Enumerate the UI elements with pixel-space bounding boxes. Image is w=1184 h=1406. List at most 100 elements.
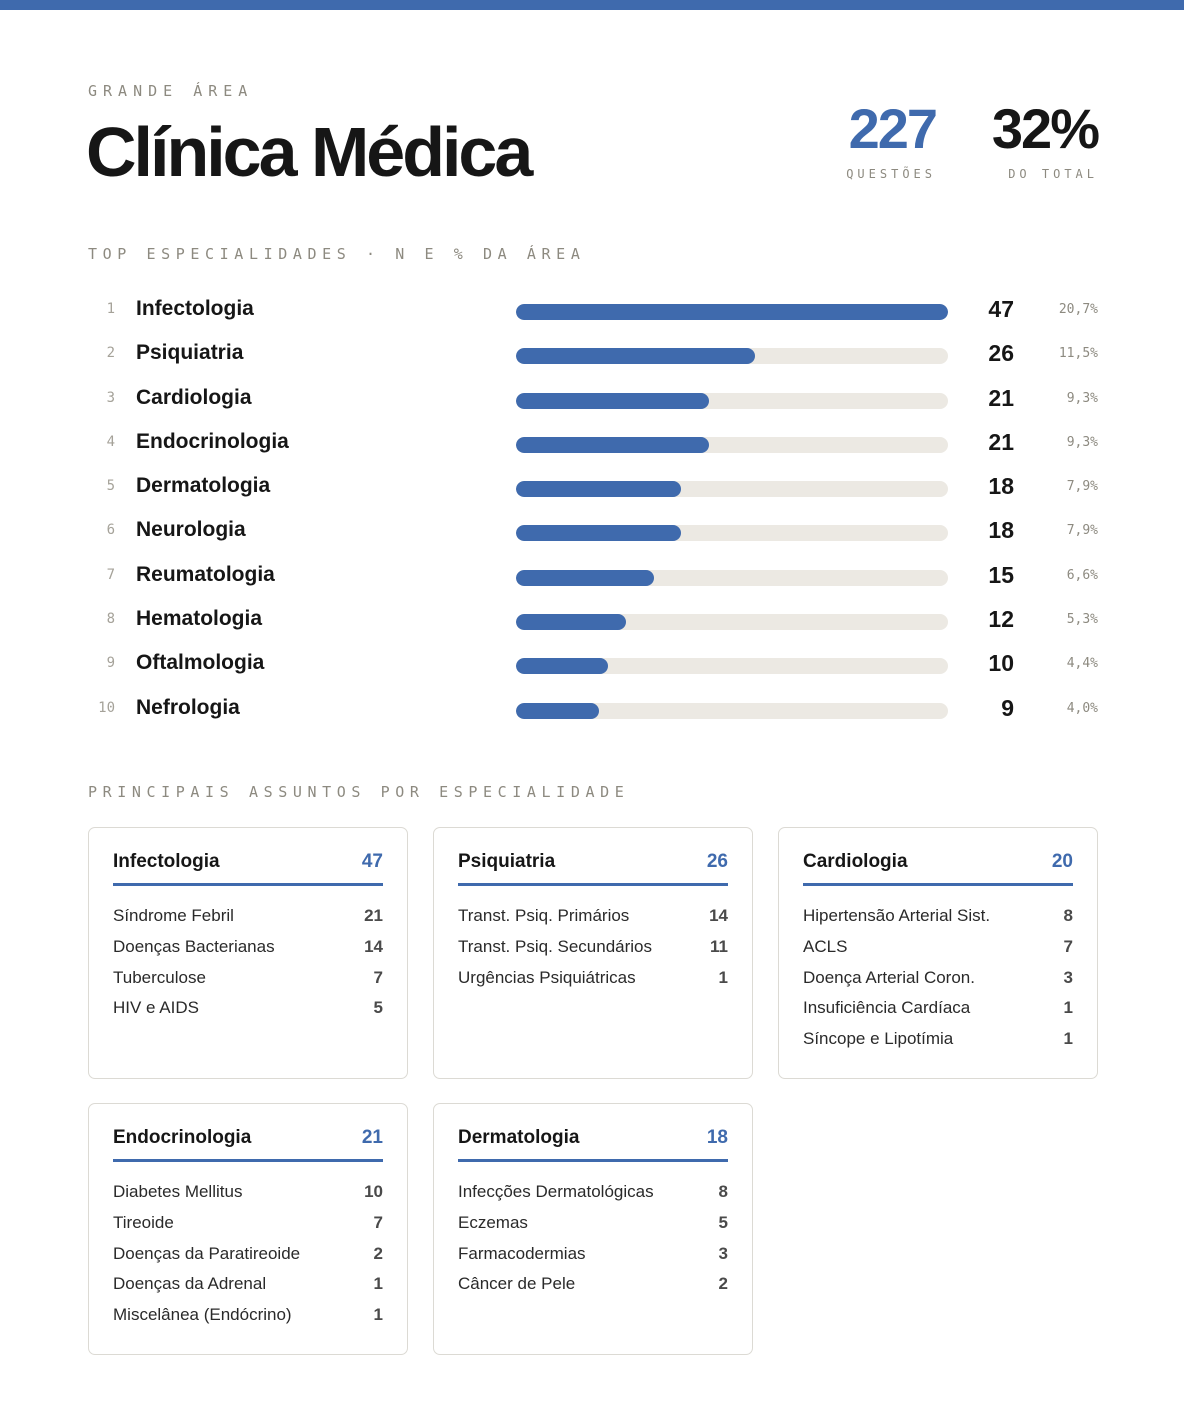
topic-name: Transt. Psiq. Primários (458, 906, 630, 925)
topic-item: Diabetes Mellitus 10 (113, 1180, 383, 1211)
card-topic-list: Infecções Dermatológicas 8 Eczemas 5 Farma… (458, 1180, 728, 1303)
bar-fill (516, 525, 682, 542)
topic-count: 10 (364, 1182, 383, 1201)
card-topic-list: Síndrome Febril 21 Doenças Bacterianas 14 … (113, 904, 383, 1027)
card-topic-list: Diabetes Mellitus 10 Tireoide 7 Doenças da… (113, 1180, 383, 1334)
topic-count: 8 (718, 1182, 728, 1201)
specialty-percent: 7,9% (1066, 523, 1098, 539)
specialty-ranking: 1 Infectologia 47 20,7% 2 Psiquiatria 26… (88, 289, 1098, 732)
topic-card-infectologia: Infectologia 47 Síndrome Febril 21 Doença… (88, 827, 408, 1079)
card-header: Infectologia 47 (113, 850, 383, 886)
topic-item: Transt. Psiq. Secundários 11 (458, 935, 728, 966)
page-title: Clínica Médica (86, 113, 533, 191)
topic-item: Câncer de Pele 2 (458, 1272, 728, 1303)
specialty-percent: 11,5% (1058, 346, 1098, 362)
topic-item: Eczemas 5 (458, 1211, 728, 1242)
card-title: Cardiologia (803, 851, 908, 872)
topic-name: Tuberculose (113, 967, 206, 987)
topic-item: Transt. Psiq. Primários 14 (458, 904, 728, 935)
topic-name: Doenças da Paratireoide (113, 1243, 301, 1263)
topic-card-cardiologia: Cardiologia 20 Hipertensão Arterial Sist… (778, 827, 1098, 1079)
card-title: Psiquiatria (458, 851, 556, 872)
topic-card-endocrinologia: Endocrinologia 21 Diabetes Mellitus 10 Ti… (88, 1103, 408, 1355)
topic-card-psiquiatria: Psiquiatria 26 Transt. Psiq. Primários 14… (433, 827, 753, 1079)
topic-item: Insuficiência Cardíaca 1 (803, 996, 1073, 1027)
specialty-name: Reumatologia (136, 562, 275, 586)
bar-fill (516, 481, 682, 498)
topic-item: Doenças da Paratireoide 2 (113, 1242, 383, 1273)
bar-fill (516, 436, 710, 453)
topic-count: 1 (1063, 1029, 1073, 1049)
specialty-percent: 4,4% (1066, 656, 1098, 672)
bar-track (516, 436, 948, 453)
card-total: 20 (1051, 851, 1073, 872)
topic-count: 5 (373, 998, 383, 1018)
specialty-name: Endocrinologia (136, 429, 289, 453)
topic-name: ACLS (803, 936, 848, 956)
topic-count: 1 (373, 1274, 383, 1294)
specialty-percent: 4,0% (1066, 700, 1098, 716)
rank-number: 9 (106, 655, 115, 672)
topic-name: Miscelânea (Endócrino) (113, 1305, 292, 1325)
rank-number: 8 (106, 611, 115, 628)
topic-item: Doenças Bacterianas 14 (113, 935, 383, 966)
topic-item: Farmacodermias 3 (458, 1242, 728, 1273)
share-label: DO TOTAL (1008, 167, 1098, 181)
specialty-count: 18 (988, 517, 1014, 544)
topic-count: 1 (1063, 998, 1073, 1018)
topic-item: Hipertensão Arterial Sist. 8 (803, 904, 1073, 935)
rank-row: 3 Cardiologia 21 9,3% (88, 378, 1098, 422)
topic-count: 14 (709, 906, 728, 925)
topic-name: HIV e AIDS (113, 998, 199, 1018)
rank-row: 10 Nefrologia 9 4,0% (88, 688, 1098, 732)
questions-stat: 227 QUESTÕES (846, 98, 938, 182)
topic-name: Hipertensão Arterial Sist. (803, 906, 991, 925)
specialty-name: Neurologia (136, 518, 246, 542)
card-header: Endocrinologia 21 (113, 1126, 383, 1162)
bar-fill (516, 348, 755, 365)
topic-name: Urgências Psiquiátricas (458, 967, 636, 987)
specialty-percent: 9,3% (1066, 434, 1098, 450)
topic-name: Síncope e Lipotímia (803, 1029, 954, 1049)
specialty-count: 21 (988, 384, 1014, 411)
specialty-percent: 9,3% (1066, 390, 1098, 406)
topic-item: Tuberculose 7 (113, 966, 383, 997)
specialty-percent: 7,9% (1066, 479, 1098, 495)
bar-fill (516, 392, 710, 409)
topic-name: Insuficiência Cardíaca (803, 998, 971, 1018)
specialty-name: Nefrologia (136, 695, 240, 719)
topic-name: Câncer de Pele (458, 1274, 576, 1294)
share-value: 32% (991, 97, 1100, 160)
topic-item: Urgências Psiquiátricas 1 (458, 966, 728, 997)
topic-name: Transt. Psiq. Secundários (458, 936, 653, 956)
specialty-name: Infectologia (136, 297, 254, 320)
rank-number: 1 (106, 301, 115, 317)
area-eyebrow: GRANDE ÁREA (88, 82, 254, 100)
topic-item: Síndrome Febril 21 (113, 904, 383, 935)
topic-name: Tireoide (113, 1212, 174, 1232)
share-stat: 32% DO TOTAL (991, 97, 1100, 182)
topic-count: 3 (1063, 967, 1073, 987)
bar-fill (516, 658, 608, 675)
topic-item: Infecções Dermatológicas 8 (458, 1180, 728, 1211)
topic-item: Doenças da Adrenal 1 (113, 1272, 383, 1303)
topic-item: ACLS 7 (803, 935, 1073, 966)
topic-item: HIV e AIDS 5 (113, 996, 383, 1027)
rank-number: 7 (106, 566, 115, 583)
specialty-count: 18 (988, 473, 1014, 500)
topic-name: Infecções Dermatológicas (458, 1182, 654, 1201)
specialty-name: Hematologia (136, 607, 263, 631)
bar-track (516, 304, 948, 320)
rank-row: 6 Neurologia 18 7,9% (88, 510, 1098, 554)
specialty-count: 47 (988, 296, 1014, 322)
rank-row: 5 Dermatologia 18 7,9% (88, 466, 1098, 510)
bar-track (516, 614, 948, 631)
rank-row: 8 Hematologia 12 5,3% (88, 599, 1098, 643)
card-topic-list: Transt. Psiq. Primários 14 Transt. Psiq. … (458, 904, 728, 996)
specialty-name: Oftalmologia (136, 651, 265, 675)
bar-track (516, 392, 948, 409)
rank-row: 7 Reumatologia 15 6,6% (88, 555, 1098, 599)
card-total: 21 (361, 1127, 383, 1148)
bar-fill (516, 304, 948, 320)
topic-name: Doença Arterial Coron. (803, 967, 975, 987)
